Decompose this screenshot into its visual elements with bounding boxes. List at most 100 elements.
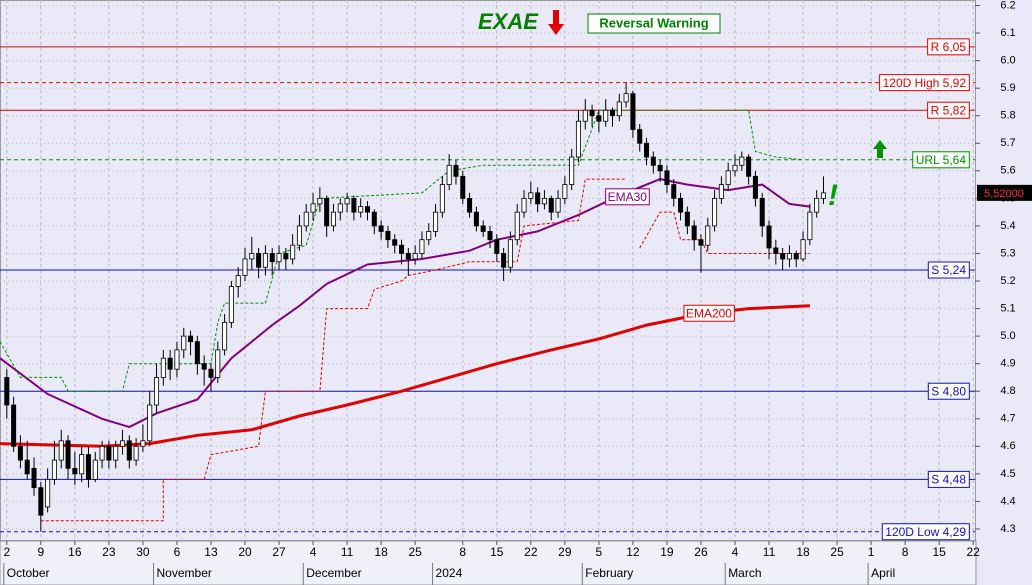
candle-body <box>766 225 772 249</box>
candle-body <box>351 197 357 213</box>
candle-body <box>310 203 316 213</box>
candle-body <box>133 445 139 461</box>
level-label: S 4,48 <box>931 473 966 487</box>
level-label-box <box>927 101 970 119</box>
candle-body <box>759 197 765 227</box>
y-tick-label: 6.0 <box>1000 55 1015 67</box>
month-label: March <box>728 566 761 580</box>
candle-body <box>4 377 10 406</box>
x-tick-label: 22 <box>967 545 981 559</box>
x-tick-label: 9 <box>37 545 44 559</box>
candle-body <box>154 377 160 406</box>
candle-body <box>596 115 602 122</box>
candle-body <box>541 197 547 205</box>
candle-body <box>501 253 507 268</box>
x-tick-label: 18 <box>796 545 810 559</box>
candle-body <box>807 211 813 241</box>
month-label: October <box>7 566 50 580</box>
x-tick-label: 12 <box>626 545 640 559</box>
candle-body <box>99 445 105 461</box>
candle-body <box>228 286 234 323</box>
candle-body <box>718 184 724 199</box>
candle-body <box>419 239 425 254</box>
candle-body <box>181 335 187 351</box>
y-tick-label: 5.8 <box>1000 110 1015 122</box>
candle-body <box>242 258 248 276</box>
x-tick-label: 4 <box>732 545 739 559</box>
candle-body <box>324 197 330 227</box>
candle-body <box>555 197 561 213</box>
candle-body <box>92 459 98 480</box>
candle-body <box>752 175 758 199</box>
month-label: December <box>306 566 361 580</box>
candle-body <box>358 206 364 213</box>
candle-body <box>269 253 275 263</box>
month-label: November <box>157 566 212 580</box>
sell-arrow <box>548 10 564 35</box>
candle-body <box>385 231 391 241</box>
candle-body <box>256 253 262 268</box>
candle-body <box>399 244 405 254</box>
x-tick-label: 11 <box>763 545 776 559</box>
candle-body <box>65 440 71 469</box>
y-tick-label: 4.8 <box>1000 385 1015 397</box>
candle-body <box>72 467 78 475</box>
x-tick-label: 16 <box>68 545 82 559</box>
candle-body <box>433 211 439 232</box>
candle-body <box>85 454 91 480</box>
candle-body <box>657 164 663 172</box>
price-label: 5,52000 <box>984 188 1024 200</box>
candle-body <box>392 239 398 246</box>
candle-body <box>786 253 792 260</box>
candle-body <box>378 225 384 232</box>
candle-body <box>262 253 268 268</box>
series-label-box <box>683 304 735 322</box>
x-tick-label: 19 <box>660 545 674 559</box>
y-tick-label: 5.0 <box>1000 330 1015 342</box>
candle-body <box>79 454 85 475</box>
y-tick-label: 5.1 <box>1000 302 1015 314</box>
y-tick-label: 4.7 <box>1000 413 1015 425</box>
candle-body <box>446 164 452 185</box>
candle-body <box>126 440 132 461</box>
level-label: S 4,80 <box>931 384 966 398</box>
candle-body <box>582 109 588 122</box>
candle-body <box>344 197 350 205</box>
candle-body <box>174 349 180 370</box>
candle-body <box>487 231 493 241</box>
candle-body <box>616 101 622 117</box>
candle-body <box>296 225 302 246</box>
x-tick-label: 5 <box>596 545 603 559</box>
x-tick-label: 27 <box>272 545 286 559</box>
candle-body <box>364 206 371 213</box>
signal-box <box>587 13 721 34</box>
candle-body <box>712 197 718 227</box>
candle-body <box>194 341 200 365</box>
x-tick-label: 25 <box>830 545 844 559</box>
x-tick-label: 2 <box>3 545 10 559</box>
candle-body <box>732 164 738 172</box>
y-tick-label: 4.4 <box>1000 495 1015 507</box>
y-tick-label: 5.2 <box>1000 275 1015 287</box>
level-label-box <box>881 523 970 541</box>
x-tick-label: 8 <box>902 545 909 559</box>
x-tick-label: 13 <box>204 545 218 559</box>
candle-body <box>650 156 656 166</box>
candle-body <box>113 445 119 461</box>
candle-body <box>330 211 336 227</box>
x-tick-label: 15 <box>490 545 504 559</box>
candle-body <box>222 321 228 351</box>
candle-body <box>705 225 711 246</box>
candle-body <box>780 253 786 260</box>
candle-body <box>45 478 51 508</box>
buy-arrow <box>873 140 887 158</box>
month-label: April <box>871 566 895 580</box>
level-label: S 5,24 <box>931 263 966 277</box>
annotation: ! <box>828 179 838 212</box>
candle-body <box>473 211 479 227</box>
candle-body <box>739 156 745 166</box>
candle-body <box>17 445 23 461</box>
candle-body <box>637 129 643 144</box>
signal-text: Reversal Warning <box>599 15 708 30</box>
